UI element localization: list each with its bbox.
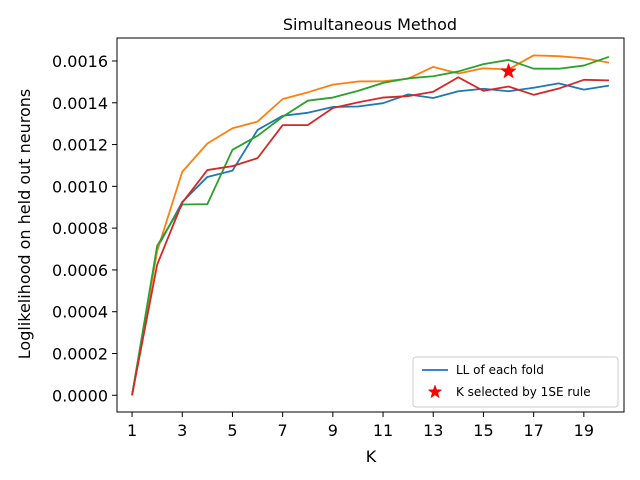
y-tick-label: 0.0002 [52,344,108,363]
x-tick-label: 1 [127,421,137,440]
selected-k-star-marker [500,62,517,79]
x-tick-label: 11 [373,421,393,440]
y-tick-label: 0.0010 [52,177,108,196]
x-tick-label: 19 [574,421,594,440]
y-tick-label: 0.0008 [52,219,108,238]
x-tick-label: 17 [523,421,543,440]
legend-label-folds: LL of each fold [456,363,544,377]
x-tick-label: 3 [177,421,187,440]
legend-star-swatch [427,384,443,399]
y-tick-label: 0.0016 [52,52,108,71]
y-tick-label: 0.0006 [52,261,108,280]
plot-area: 1 3 5 7 9 11 13 15 17 190.00000.00020.00040.00060… [52,37,625,440]
y-tick-label: 0.0012 [52,136,108,155]
y-tick-label: 0.0004 [52,303,108,322]
legend-label-1se: K selected by 1SE rule [456,385,591,399]
y-tick-label: 0.0014 [52,94,108,113]
x-tick-label: 13 [423,421,443,440]
series-line-2 [131,54,610,396]
legend-box [412,356,619,408]
chart-title: Simultaneous Method [283,15,457,34]
y-axis-title: Loglikelihood on held out neurons [15,89,34,359]
x-tick-label: 9 [328,421,338,440]
series-line-4 [131,76,609,396]
x-tick-label: 5 [227,421,237,440]
x-tick-label: 15 [473,421,493,440]
x-tick-label: 7 [278,421,288,440]
x-axis-title: K [366,447,377,466]
series-line-3 [131,55,610,396]
plot-frame [116,37,625,413]
y-tick-label: 0.0000 [52,386,108,405]
legend: LL of each fold K selected by 1SE rule [412,356,619,408]
series-line-1 [131,82,610,396]
